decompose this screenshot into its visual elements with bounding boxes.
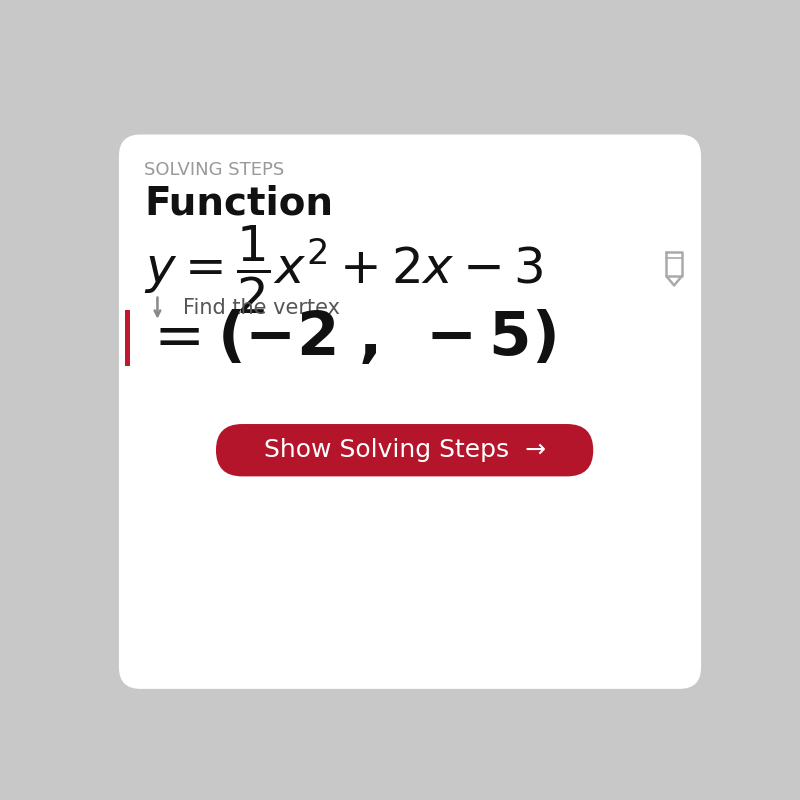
FancyBboxPatch shape <box>125 310 130 366</box>
Text: $=\mathbf{(-2\ ,\ -5)}$: $=\mathbf{(-2\ ,\ -5)}$ <box>142 308 556 368</box>
Text: Function: Function <box>144 185 334 222</box>
Text: Find the vertex: Find the vertex <box>183 298 340 318</box>
FancyBboxPatch shape <box>119 134 701 689</box>
Text: Show Solving Steps  →: Show Solving Steps → <box>263 438 546 462</box>
FancyBboxPatch shape <box>216 424 594 476</box>
Text: SOLVING STEPS: SOLVING STEPS <box>144 162 285 179</box>
Text: $y=\dfrac{1}{2}x^2+2x-3$: $y=\dfrac{1}{2}x^2+2x-3$ <box>144 223 544 315</box>
